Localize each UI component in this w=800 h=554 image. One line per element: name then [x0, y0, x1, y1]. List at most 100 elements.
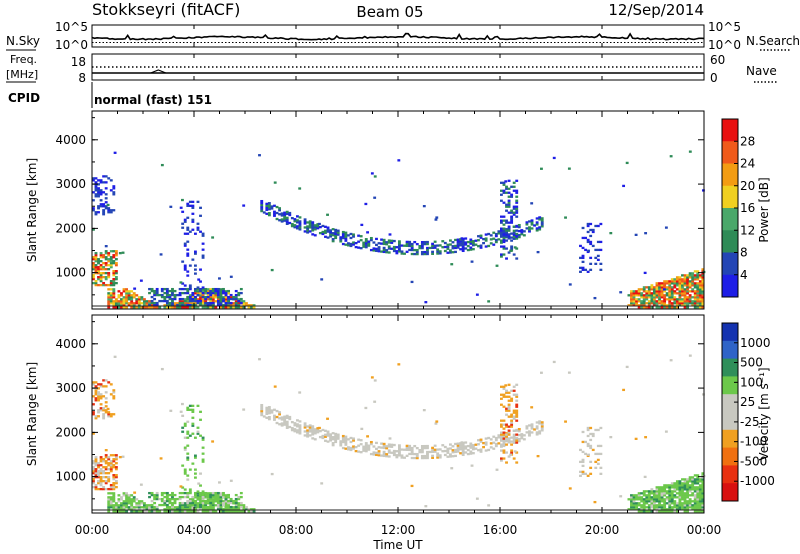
- heatmap-cell: [219, 501, 223, 505]
- heatmap-cell: [517, 235, 521, 239]
- heatmap-cell: [120, 292, 123, 295]
- heatmap-cell: [515, 247, 519, 250]
- heatmap-cell: [219, 293, 223, 297]
- heatmap-cell: [520, 433, 524, 436]
- heatmap-cell: [334, 432, 338, 436]
- heatmap-cell: [186, 474, 190, 477]
- heatmap-cell: [92, 478, 95, 481]
- heatmap-cell: [663, 484, 667, 487]
- heatmap-cell: [509, 249, 513, 252]
- heatmap-cell: [426, 242, 429, 246]
- heatmap-cell: [130, 498, 134, 501]
- heatmap-cell: [109, 454, 113, 457]
- heatmap-cell: [591, 434, 595, 438]
- heatmap-cell: [581, 450, 585, 454]
- heatmap-cell: [196, 228, 200, 231]
- heatmap-cell: [278, 411, 281, 414]
- heatmap-cell: [97, 464, 100, 467]
- heatmap-cell: [525, 431, 529, 434]
- heatmap-cell: [449, 251, 452, 254]
- heatmap-cell: [678, 504, 682, 507]
- heatmap-cell: [206, 495, 210, 499]
- heatmap-cell: [201, 295, 205, 299]
- heatmap-cell: [308, 222, 312, 225]
- heatmap-cell: [683, 294, 687, 297]
- heatmap-cell: [510, 239, 514, 242]
- heatmap-cell: [102, 203, 106, 206]
- heatmap-cell: [232, 501, 236, 505]
- heatmap-cell: [349, 436, 353, 440]
- heatmap-cell: [104, 187, 108, 190]
- heatmap-cell: [515, 257, 519, 260]
- heatmap-cell: [188, 295, 192, 299]
- heatmap-cell: [181, 297, 185, 301]
- heatmap-cell: [280, 416, 284, 419]
- heatmap-cell: [456, 240, 460, 243]
- heatmap-cell: [316, 225, 320, 228]
- heatmap-cell: [102, 466, 106, 469]
- heatmap-cell: [107, 292, 111, 295]
- heatmap-cell: [224, 510, 228, 513]
- heatmap-cell: [627, 498, 631, 501]
- heatmap-cell: [658, 500, 661, 503]
- heatmap-cell: [698, 292, 702, 295]
- heatmap-cell: [515, 403, 519, 406]
- heatmap-cell: [683, 298, 687, 301]
- velocity-heatmap: [92, 354, 706, 513]
- heatmap-cell: [398, 446, 401, 449]
- heatmap-cell: [663, 284, 667, 287]
- heatmap-cell: [211, 296, 215, 299]
- heatmap-cell: [130, 506, 134, 509]
- heatmap-cell: [693, 292, 697, 295]
- heatmap-cell: [211, 289, 215, 293]
- heatmap-cell: [400, 244, 404, 247]
- heatmap-cell: [471, 446, 475, 449]
- heatmap-cell: [596, 462, 600, 466]
- heatmap-cell: [642, 500, 646, 503]
- heatmap-cell: [507, 437, 511, 440]
- heatmap-cell: [670, 292, 674, 295]
- heatmap-cell: [650, 296, 654, 299]
- heatmap-cell: [239, 301, 243, 305]
- heatmap-cell: [500, 229, 503, 232]
- heatmap-cell: [683, 304, 687, 307]
- heatmap-cell: [160, 499, 164, 503]
- heatmap-cell: [505, 443, 508, 446]
- heatmap-cell: [696, 474, 700, 477]
- heatmap-cell: [181, 495, 185, 499]
- heatmap-cell: [104, 262, 108, 265]
- heatmap-cell: [145, 304, 149, 307]
- heatmap-cell: [552, 156, 556, 160]
- heatmap-cell: [209, 297, 213, 301]
- heatmap-cell: [681, 290, 684, 293]
- heatmap-cell: [201, 498, 205, 501]
- heatmap-cell: [665, 292, 669, 295]
- heatmap-cell: [127, 508, 131, 511]
- heatmap-cell: [382, 238, 386, 242]
- heatmap-cell: [196, 306, 200, 309]
- heatmap-cell: [512, 437, 516, 440]
- heatmap-cell: [693, 498, 697, 501]
- heatmap-cell: [428, 246, 432, 250]
- heatmap-cell: [678, 302, 682, 305]
- heatmap-cell: [459, 446, 463, 449]
- heatmap-cell: [502, 238, 506, 242]
- heatmap-cell: [298, 216, 302, 219]
- heatmap-cell: [153, 293, 157, 297]
- heatmap-cell: [658, 510, 661, 513]
- heatmap-cell: [219, 497, 223, 501]
- heatmap-cell: [640, 294, 644, 297]
- heatmap-cell: [173, 297, 177, 301]
- heatmap-cell: [352, 233, 355, 236]
- heatmap-cell: [227, 292, 230, 295]
- heatmap-cell: [502, 431, 506, 434]
- heatmap-cell: [660, 282, 664, 285]
- heatmap-cell: [102, 211, 106, 214]
- heatmap-cell: [107, 260, 111, 263]
- heatmap-cell: [596, 428, 600, 432]
- heatmap-cell: [153, 291, 157, 295]
- heatmap-cell: [696, 508, 700, 511]
- heatmap-cell: [696, 488, 700, 491]
- heatmap-cell: [204, 306, 208, 309]
- heatmap-cell: [683, 282, 687, 285]
